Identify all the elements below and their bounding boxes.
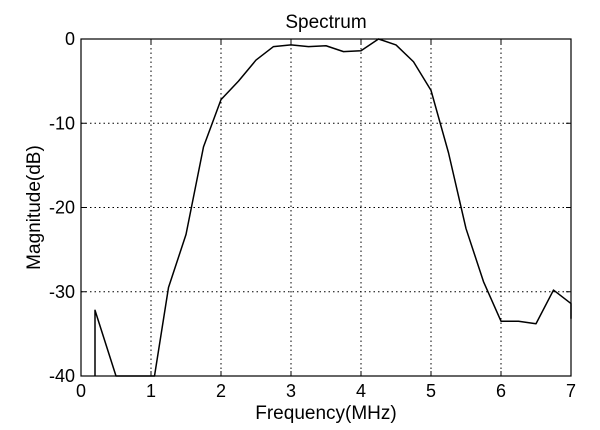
x-tick-label: 4 (356, 381, 366, 401)
x-tick-label: 1 (146, 381, 156, 401)
x-tick-label: 2 (216, 381, 226, 401)
y-axis-label: Magnitude(dB) (24, 145, 45, 270)
tick-labels: 0 1 2 3 4 5 6 7 0 -10 -20 -30 -40 (49, 29, 576, 401)
spectrum-series-line (94, 38, 572, 377)
chart-title: Spectrum (285, 12, 366, 33)
x-tick-label: 7 (566, 381, 576, 401)
y-tick-label: 0 (65, 29, 75, 49)
x-tick-label: 0 (76, 381, 86, 401)
x-tick-label: 6 (496, 381, 506, 401)
x-axis-label: Frequency(MHz) (255, 403, 396, 424)
y-tick-label: -10 (49, 113, 75, 133)
x-tick-label: 5 (426, 381, 436, 401)
y-tick-label: -20 (49, 198, 75, 218)
plot-frame (80, 38, 572, 377)
grid (81, 39, 571, 376)
x-tick-label: 3 (286, 381, 296, 401)
y-tick-label: -40 (49, 366, 75, 386)
y-tick-label: -30 (49, 282, 75, 302)
